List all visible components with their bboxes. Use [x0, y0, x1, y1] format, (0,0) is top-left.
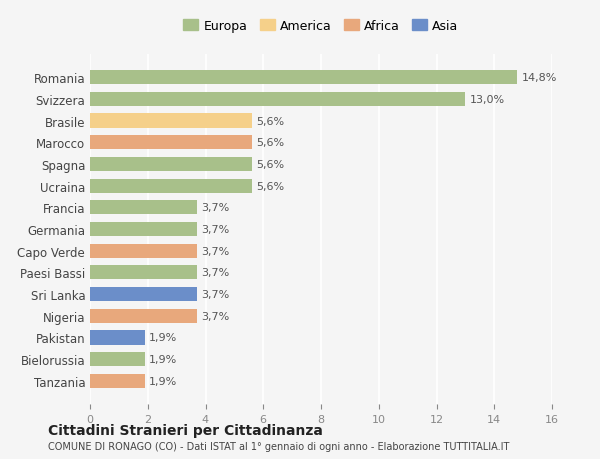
- Bar: [90, 266, 197, 280]
- Text: 3,7%: 3,7%: [201, 311, 229, 321]
- Bar: [90, 374, 145, 388]
- Bar: [90, 114, 252, 129]
- Text: 1,9%: 1,9%: [149, 376, 178, 386]
- Text: 14,8%: 14,8%: [521, 73, 557, 83]
- Text: 3,7%: 3,7%: [201, 203, 229, 213]
- Text: 13,0%: 13,0%: [470, 95, 505, 105]
- Text: 3,7%: 3,7%: [201, 290, 229, 299]
- Bar: [90, 353, 145, 366]
- Legend: Europa, America, Africa, Asia: Europa, America, Africa, Asia: [179, 16, 463, 36]
- Text: 3,7%: 3,7%: [201, 224, 229, 235]
- Bar: [90, 244, 197, 258]
- Text: 3,7%: 3,7%: [201, 246, 229, 256]
- Bar: [90, 71, 517, 85]
- Text: 5,6%: 5,6%: [256, 181, 284, 191]
- Text: COMUNE DI RONAGO (CO) - Dati ISTAT al 1° gennaio di ogni anno - Elaborazione TUT: COMUNE DI RONAGO (CO) - Dati ISTAT al 1°…: [48, 441, 509, 451]
- Text: 5,6%: 5,6%: [256, 160, 284, 169]
- Text: 5,6%: 5,6%: [256, 116, 284, 126]
- Bar: [90, 93, 466, 106]
- Bar: [90, 179, 252, 193]
- Text: Cittadini Stranieri per Cittadinanza: Cittadini Stranieri per Cittadinanza: [48, 423, 323, 437]
- Bar: [90, 223, 197, 236]
- Bar: [90, 330, 145, 345]
- Bar: [90, 136, 252, 150]
- Bar: [90, 309, 197, 323]
- Text: 3,7%: 3,7%: [201, 268, 229, 278]
- Bar: [90, 157, 252, 172]
- Bar: [90, 287, 197, 302]
- Text: 1,9%: 1,9%: [149, 333, 178, 343]
- Text: 1,9%: 1,9%: [149, 354, 178, 364]
- Text: 5,6%: 5,6%: [256, 138, 284, 148]
- Bar: [90, 201, 197, 215]
